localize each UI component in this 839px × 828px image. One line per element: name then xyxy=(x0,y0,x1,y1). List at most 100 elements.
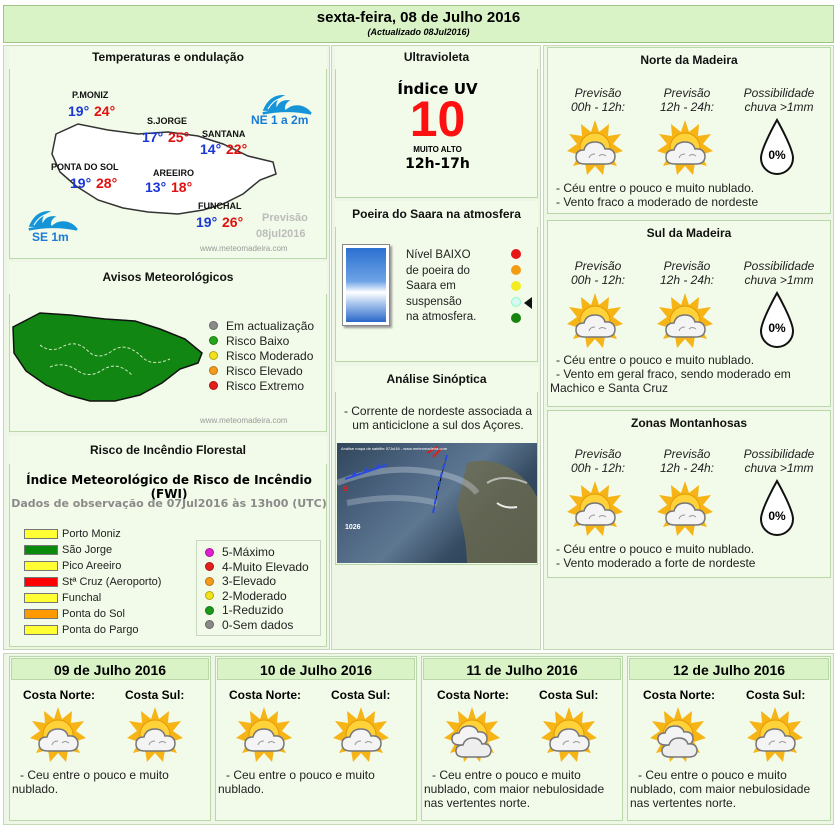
desc-line: Machico e Santa Cruz xyxy=(550,381,669,395)
warnings-legend: Em actualização Risco Baixo Risco Modera… xyxy=(209,318,314,393)
desc-line: - Céu entre o pouco e muito nublado. xyxy=(556,542,755,556)
updated-note: (Actualizado 08Jul2016) xyxy=(367,27,470,37)
fwi-scale: 5-Máximo 4-Muito Elevado 3-Elevado 2-Mod… xyxy=(196,540,321,636)
fwi-places: Porto Moniz São Jorge Pico Areeiro Stª C… xyxy=(24,526,161,638)
uv-level: MUITO ALTO xyxy=(413,145,462,154)
fwi-place-label: Ponta do Sol xyxy=(62,608,125,620)
temp-min: 14° xyxy=(200,141,222,157)
fwi-obs: Dados de observação de 07Jul2016 às 13h0… xyxy=(11,497,327,510)
coast-north-label: Costa Norte: xyxy=(23,688,96,702)
col-period: 12h - 24h: xyxy=(659,461,715,475)
wave-ne-label: NE 1 a 2m xyxy=(251,113,309,127)
coast-south-label: Costa Sul: xyxy=(331,688,391,702)
dust-indicator-arrow-icon xyxy=(524,297,532,309)
legend-label: Risco Extremo xyxy=(226,378,305,393)
coast-south-label: Costa Sul: xyxy=(539,688,599,702)
temp-min: 19° xyxy=(196,214,218,230)
dust-line: na atmosfera. xyxy=(406,311,477,323)
scale-label: 5-Máximo xyxy=(222,545,275,560)
sun-cloud-icon xyxy=(565,118,625,178)
scale-label: 3-Elevado xyxy=(222,574,277,589)
scale-item: 3-Elevado xyxy=(205,574,320,589)
desc-line: - Céu entre o pouco e muito nublado. xyxy=(556,353,755,367)
desc-line: - Ceu entre o pouco e muito xyxy=(432,768,581,782)
forecast-col-pm: Previsão 12h - 24h: xyxy=(650,447,724,475)
sun-cloud-icon xyxy=(655,291,715,351)
legend-dot xyxy=(209,351,218,360)
rain-chance: 0% xyxy=(768,509,786,523)
coast-south-label: Costa Sul: xyxy=(746,688,806,702)
dust-level-dot xyxy=(511,249,521,259)
fwi-place-label: Ponta do Pargo xyxy=(62,624,139,636)
fwi-color xyxy=(24,593,58,603)
region-heading: Sul da Madeira xyxy=(548,221,830,245)
temperatures-heading: Temperaturas e ondulação xyxy=(9,47,327,69)
fwi-place-label: Porto Moniz xyxy=(62,528,121,540)
temp-max: 28° xyxy=(96,175,118,191)
fwi-place: São Jorge xyxy=(24,542,161,558)
desc-line: nublado, com maior nebulosidade xyxy=(424,782,605,796)
scale-dot xyxy=(205,591,214,601)
fwi-place: Pico Areeiro xyxy=(24,558,161,574)
fwi-place: Ponta do Sol xyxy=(24,606,161,622)
col-period: 00h - 12h: xyxy=(570,100,626,114)
scale-label: 2-Moderado xyxy=(222,588,287,603)
legend-dot xyxy=(209,321,218,330)
forecast-col-pm: Previsão 12h - 24h: xyxy=(650,86,724,114)
fwi-place: Stª Cruz (Aeroporto) xyxy=(24,574,161,590)
desc-line: nublado, com maior nebulosidade xyxy=(630,782,811,796)
date-header: sexta-feira, 08 de Julho 2016 (Actualiza… xyxy=(3,5,834,43)
col-period: 12h - 24h: xyxy=(659,273,715,287)
day-date: 11 de Julho 2016 xyxy=(423,658,621,680)
map-marker-icon: B xyxy=(343,486,348,493)
forecast-col-rain: Possibilidade chuva >1mm xyxy=(732,447,826,475)
coast-north-label: Costa Norte: xyxy=(437,688,510,702)
col-period: 00h - 12h: xyxy=(570,273,626,287)
fwi-color xyxy=(24,529,58,539)
sun-cloud-icon xyxy=(648,705,708,765)
previsao-date: 08jul2016 xyxy=(256,228,306,240)
coast-north-label: Costa Norte: xyxy=(643,688,716,702)
fwi-color xyxy=(24,545,58,555)
sun-cloud-icon xyxy=(28,705,88,765)
col-label: Previsão xyxy=(574,86,622,100)
temp-max: 18° xyxy=(171,179,193,195)
col-period: chuva >1mm xyxy=(744,461,814,475)
col-label: Previsão xyxy=(574,259,622,273)
warnings-map xyxy=(12,312,203,402)
temp-max: 26° xyxy=(222,214,244,230)
uv-hours: 12h-17h xyxy=(405,156,470,172)
synoptic-text: - Corrente de nordeste associada a um an… xyxy=(343,404,533,432)
region-description: - Céu entre o pouco e muito nublado. - Ve… xyxy=(556,181,758,209)
col-period: 12h - 24h: xyxy=(659,100,715,114)
scale-dot xyxy=(205,605,214,615)
day-description: - Ceu entre o pouco e muito nublado. xyxy=(12,768,169,796)
forecast-col-rain: Possibilidade chuva >1mm xyxy=(732,86,826,114)
coast-south-label: Costa Sul: xyxy=(125,688,185,702)
sun-cloud-icon xyxy=(125,705,185,765)
temp-max: 25° xyxy=(168,129,190,145)
dust-level-dot xyxy=(511,313,521,323)
col-period: 00h - 12h: xyxy=(570,461,626,475)
sun-cloud-icon xyxy=(234,705,294,765)
dust-level-dot xyxy=(511,281,521,291)
dust-line: de poeira do xyxy=(406,264,470,277)
uv-heading: Ultravioleta xyxy=(335,47,538,69)
synoptic-heading: Análise Sinóptica xyxy=(335,366,538,392)
uv-panel: Ultravioleta Índice UV 10 MUITO ALTO 12h… xyxy=(335,47,538,198)
place-name: AREEIRO xyxy=(153,168,195,178)
sun-cloud-icon xyxy=(745,705,805,765)
desc-line: - Ceu entre o pouco e muito xyxy=(20,768,169,782)
page-title: sexta-feira, 08 de Julho 2016 xyxy=(316,9,521,26)
col-label: Previsão xyxy=(663,447,711,461)
place-name: FUNCHAL xyxy=(198,201,242,211)
legend-label: Risco Elevado xyxy=(226,363,303,378)
col-label: Possibilidade xyxy=(743,259,815,273)
region-heading: Norte da Madeira xyxy=(548,48,830,72)
legend-item: Risco Extremo xyxy=(209,378,314,393)
desc-line: nublado. xyxy=(218,782,265,796)
col-label: Possibilidade xyxy=(743,86,815,100)
region-description: - Céu entre o pouco e muito nublado. - Ve… xyxy=(556,542,755,570)
forecast-col-am: Previsão 00h - 12h: xyxy=(561,259,635,287)
sun-cloud-icon xyxy=(655,479,715,539)
